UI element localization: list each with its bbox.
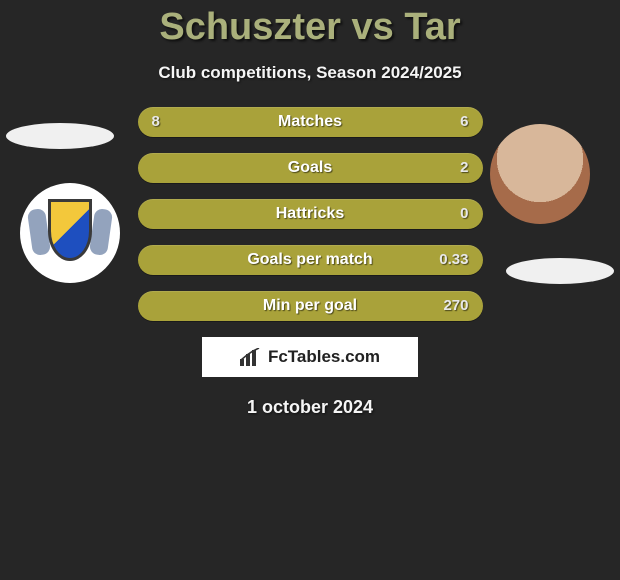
stat-label: Matches <box>138 107 483 137</box>
page-title: Schuszter vs Tar <box>0 0 620 49</box>
stat-right-value: 2 <box>460 153 468 183</box>
shield-icon <box>48 199 92 261</box>
stat-label: Goals per match <box>138 245 483 275</box>
stat-label: Goals <box>138 153 483 183</box>
stat-label: Hattricks <box>138 199 483 229</box>
comparison-date: 1 october 2024 <box>0 397 620 418</box>
club-emblem-left <box>20 183 120 283</box>
comparison-subtitle: Club competitions, Season 2024/2025 <box>0 63 620 83</box>
player-right-shadow <box>506 258 614 284</box>
stat-row: Min per goal 270 <box>138 291 483 321</box>
stat-right-value: 0 <box>460 199 468 229</box>
bars-icon <box>240 348 262 366</box>
brand-box: FcTables.com <box>202 337 418 377</box>
brand-label: FcTables.com <box>268 347 380 367</box>
stat-label: Min per goal <box>138 291 483 321</box>
stat-row: 8 Matches 6 <box>138 107 483 137</box>
stat-row: Goals 2 <box>138 153 483 183</box>
stat-row: Goals per match 0.33 <box>138 245 483 275</box>
player-photo-right <box>490 124 590 224</box>
stat-right-value: 0.33 <box>439 245 468 275</box>
stats-table: 8 Matches 6 Goals 2 Hattricks 0 Goals pe… <box>138 107 483 321</box>
stat-right-value: 270 <box>443 291 468 321</box>
stat-row: Hattricks 0 <box>138 199 483 229</box>
player-left-shadow <box>6 123 114 149</box>
stat-right-value: 6 <box>460 107 468 137</box>
